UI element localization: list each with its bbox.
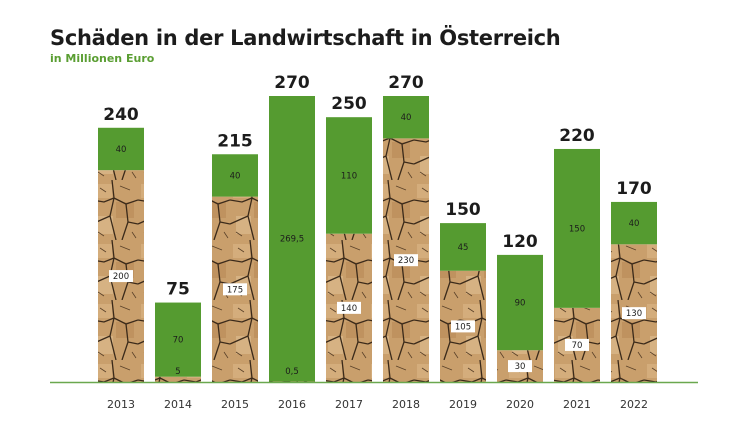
total-label-2021: 220 <box>559 126 595 146</box>
segment-label-box-2022 <box>622 307 646 320</box>
x-tick-label-2018: 2018 <box>392 398 420 411</box>
bar-other-2021 <box>554 148 600 308</box>
segment-label-drought-2014: 5 <box>175 367 180 377</box>
bar-other-2022 <box>611 201 657 245</box>
segment-label-drought-2021: 70 <box>572 341 583 351</box>
x-tick-label-2021: 2021 <box>563 398 591 411</box>
bar-other-2017 <box>326 117 372 234</box>
segment-label-drought-2019: 105 <box>455 322 471 332</box>
total-label-2013: 240 <box>103 105 139 125</box>
chart-title: Schäden in der Landwirtschaft in Österre… <box>50 26 561 50</box>
total-label-2015: 215 <box>217 131 253 151</box>
segment-label-drought-2015: 175 <box>227 285 243 295</box>
bar-drought-2016 <box>269 381 315 382</box>
segment-label-other-2022: 40 <box>629 219 640 229</box>
x-tick-label-2019: 2019 <box>449 398 477 411</box>
bar-other-2019 <box>440 223 486 271</box>
segment-label-box-2018 <box>394 254 418 267</box>
segment-label-box-2021 <box>565 338 589 351</box>
segment-label-box-2020 <box>508 360 532 373</box>
bar-drought-2014 <box>155 376 201 382</box>
total-label-2019: 150 <box>445 200 481 220</box>
segment-label-other-2020: 90 <box>515 299 526 309</box>
segment-label-box-2013 <box>109 270 133 283</box>
chart-subtitle: in Millionen Euro <box>50 52 155 65</box>
x-tick-label-2020: 2020 <box>506 398 534 411</box>
bar-other-2014 <box>155 302 201 377</box>
bar-other-2013 <box>98 127 144 171</box>
x-tick-label-2014: 2014 <box>164 398 192 411</box>
segment-label-drought-2020: 30 <box>515 362 526 372</box>
bar-other-2018 <box>383 96 429 139</box>
total-label-2017: 250 <box>331 94 367 114</box>
total-label-2016: 270 <box>274 73 310 93</box>
total-label-2022: 170 <box>616 179 652 199</box>
segment-label-drought-2017: 140 <box>341 304 357 314</box>
x-tick-label-2022: 2022 <box>620 398 648 411</box>
segment-label-drought-2022: 130 <box>626 309 642 319</box>
bar-other-2020 <box>497 254 543 351</box>
segment-label-other-2019: 45 <box>458 243 469 253</box>
bar-other-2016 <box>269 96 315 382</box>
segment-label-other-2017: 110 <box>341 171 357 181</box>
total-label-2020: 120 <box>502 232 538 252</box>
x-tick-label-2016: 2016 <box>278 398 306 411</box>
segment-label-other-2015: 40 <box>230 171 241 181</box>
total-label-2014: 75 <box>166 280 190 300</box>
segment-label-box-2015 <box>223 283 247 296</box>
segment-label-other-2021: 150 <box>569 224 585 234</box>
segment-label-drought-2016: 0,5 <box>285 367 299 377</box>
segment-label-drought-2013: 200 <box>113 272 129 282</box>
x-tick-label-2013: 2013 <box>107 398 135 411</box>
segment-label-other-2018: 40 <box>401 113 412 123</box>
segment-label-other-2016: 269,5 <box>280 235 304 245</box>
total-label-2018: 270 <box>388 73 424 93</box>
segment-label-box-2017 <box>337 301 361 314</box>
segment-label-drought-2018: 230 <box>398 256 414 266</box>
x-tick-label-2017: 2017 <box>335 398 363 411</box>
segment-label-other-2014: 70 <box>173 336 184 346</box>
x-tick-label-2015: 2015 <box>221 398 249 411</box>
segment-label-other-2013: 40 <box>116 145 127 155</box>
segment-label-box-2019 <box>451 320 475 333</box>
bar-other-2015 <box>212 154 258 197</box>
